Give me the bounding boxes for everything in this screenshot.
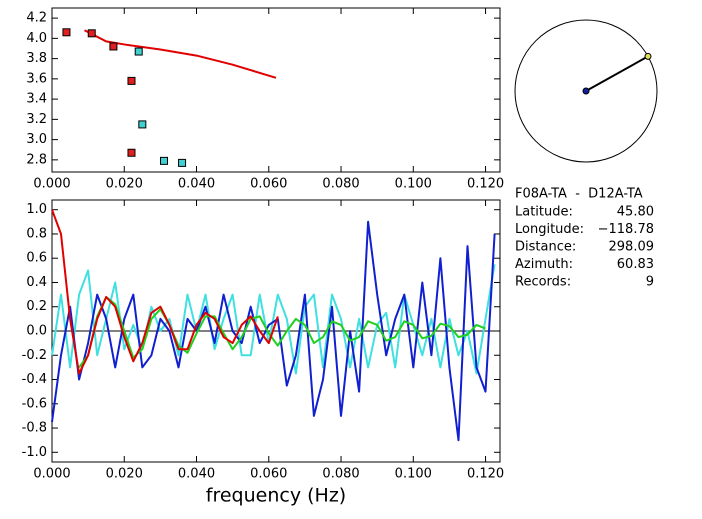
x-tick-label: 0.080 [322,177,359,192]
x-axis-title: frequency (Hz) [206,485,346,507]
x-tick-label: 0.120 [467,177,504,192]
field-value: 45.80 [617,205,654,220]
spectrum-line [78,296,486,368]
field-value: 298.09 [609,240,655,255]
field-label: Distance: [515,240,576,255]
y-tick-label: 0.0 [26,324,47,339]
field-value: 9 [646,275,654,290]
x-tick-label: 0.120 [467,467,504,482]
data-point [62,28,71,37]
y-tick-label: 3.6 [26,71,47,86]
spectrum-line [51,209,279,375]
top-frame [51,7,501,173]
dispersion-curve [84,29,277,79]
x-tick-label: 0.100 [395,467,432,482]
y-tick-label: 4.0 [26,31,47,46]
data-point [178,158,187,167]
y-tick-label: -0.2 [22,348,47,363]
x-tick-label: 0.000 [33,467,70,482]
field-label: Records: [515,275,571,290]
x-tick-label: 0.080 [322,467,359,482]
y-tick-label: 0.4 [26,275,47,290]
data-point [127,76,136,85]
y-tick-label: 0.8 [26,226,47,241]
azimuth-needle [585,55,649,92]
x-tick-label: 0.040 [178,177,215,192]
needle-tip [644,52,652,60]
y-tick-label: 2.8 [26,152,47,167]
y-tick-label: 3.4 [26,92,47,107]
spectrum-line [51,264,496,375]
y-tick-label: 3.0 [26,132,47,147]
y-tick-label: -0.6 [22,396,47,411]
x-tick-label: 0.000 [33,177,70,192]
data-point [109,42,118,51]
spectrum-line [51,220,496,442]
field-value: 60.83 [617,257,654,272]
data-point [160,156,168,165]
data-point [127,148,136,157]
field-label: Latitude: [515,205,573,220]
y-tick-label: 0.6 [26,251,47,266]
compass-center [582,87,590,95]
y-tick-label: 0.2 [26,299,47,314]
x-tick-label: 0.040 [178,467,215,482]
y-tick-label: -1.0 [22,445,47,460]
field-value: −118.78 [598,222,654,237]
x-tick-label: 0.100 [395,177,432,192]
x-tick-label: 0.020 [106,467,143,482]
x-tick-label: 0.060 [250,177,287,192]
y-tick-label: 3.8 [26,51,47,66]
data-point [134,47,143,56]
field-label: Azimuth: [515,257,573,272]
station-pair: F08A-TA - D12A-TA [515,187,643,202]
data-point [87,29,96,38]
x-tick-label: 0.020 [106,177,143,192]
x-tick-label: 0.060 [250,467,287,482]
field-label: Longitude: [515,222,584,237]
data-point [138,120,147,129]
y-tick-label: 3.2 [26,112,47,127]
compass [514,19,658,163]
y-tick-label: -0.8 [22,421,47,436]
y-tick-label: 1.0 [26,202,47,217]
y-tick-label: -0.4 [22,372,47,387]
y-tick-label: 4.2 [26,11,47,26]
